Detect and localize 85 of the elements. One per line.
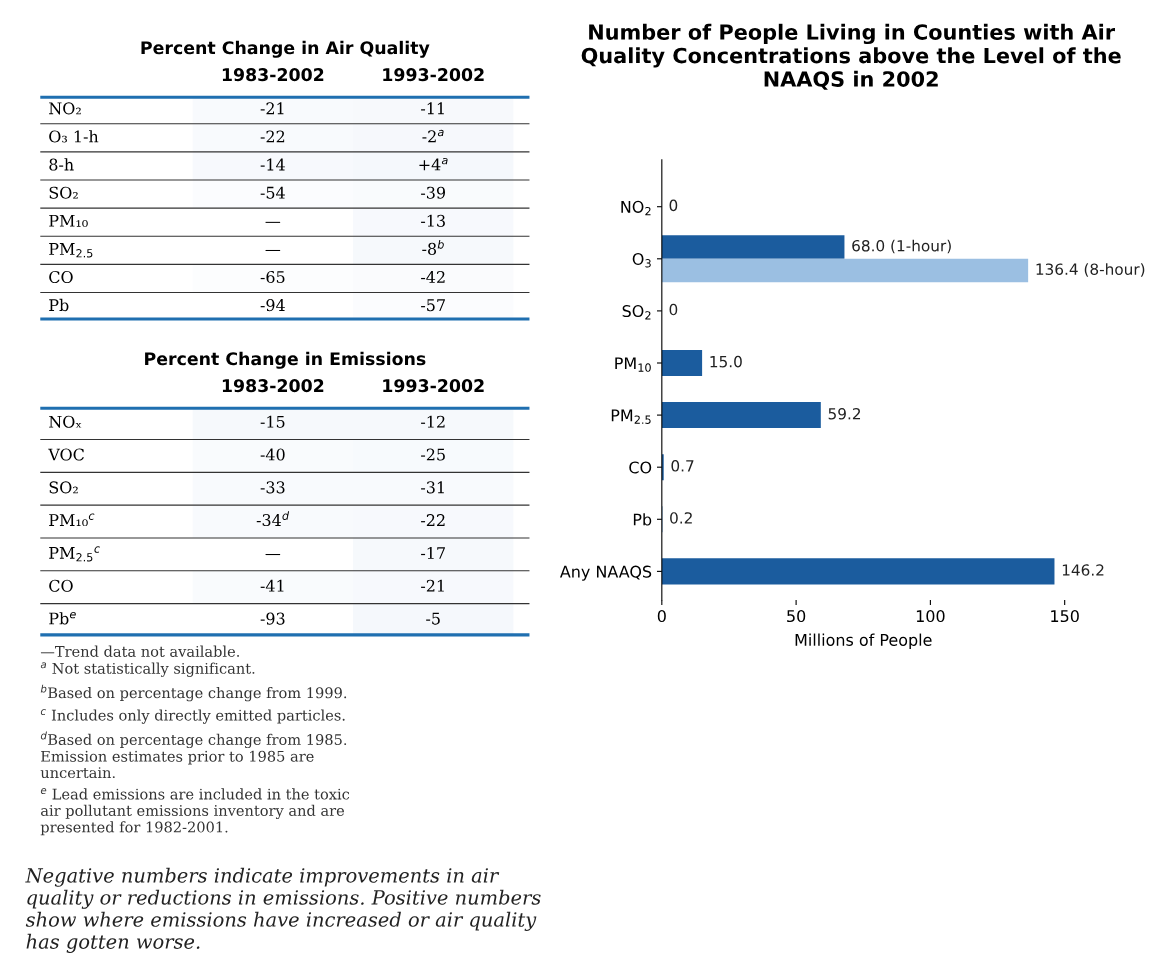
data-label: -94 <box>260 299 285 312</box>
y-tick-label: CO <box>629 461 652 474</box>
text: — <box>265 554 281 556</box>
x-tick-label: 1993-2002 <box>383 379 484 393</box>
text: $^{a}$ Not statistically significant. <box>40 662 255 677</box>
data-label: -39 <box>421 186 446 199</box>
text: —Trend data not available. <box>40 645 239 657</box>
data-label: -14 <box>260 158 285 171</box>
y-tick-label: NO₂ <box>49 102 81 115</box>
data-label: -31 <box>421 481 444 494</box>
data-label: -25 <box>421 448 445 461</box>
data-label: -5 <box>426 612 440 625</box>
x-tick-label: 1993-2002 <box>383 68 484 82</box>
y-tick-label: SO$_{2}$ <box>622 304 651 320</box>
data-label: -21 <box>421 579 444 592</box>
bar <box>661 558 1055 585</box>
data-label: -93 <box>260 612 285 625</box>
data-label: +4$^{a}$ <box>419 157 448 171</box>
data-label: -65 <box>260 270 285 284</box>
data-label: 0 <box>669 303 678 316</box>
y-tick-label: PM₁₀$^{c}$ <box>49 513 95 527</box>
y-tick-label: Pb$^{e}$ <box>49 611 76 625</box>
data-label: 0.2 <box>670 512 692 524</box>
text: Negative numbers indicate improvements in air quality or reductions in emissions. Positive numbers show where emissions have increased or air quality has gotten worse. <box>25 867 541 953</box>
data-label: -22 <box>421 514 445 526</box>
y-tick-label: SO₂ <box>49 186 78 199</box>
data-label: -33 <box>260 481 285 494</box>
data-label: -11 <box>421 102 444 115</box>
x-tick-label: 1983-2002 <box>222 379 324 393</box>
text: $^{d}$Based on percentage change from 1985. Emission estimates prior to 1985 are uncertain. <box>40 731 347 779</box>
text: — <box>265 249 281 251</box>
y-tick-label: Pb <box>633 513 652 526</box>
y-tick-label: O$_{3}$ <box>632 252 651 268</box>
y-tick-label: NO$_{2}$ <box>621 200 651 216</box>
data-label: 136.4 (8-hour) <box>1036 263 1145 277</box>
bar <box>661 258 1029 283</box>
x-tick-label: 100 <box>916 610 945 623</box>
data-label: -22 <box>260 130 285 143</box>
x-axis-title: Millions of People <box>795 633 932 650</box>
data-label: 59.2 <box>828 407 861 420</box>
data-label: -12 <box>421 415 445 428</box>
data-label: -13 <box>421 214 445 227</box>
data-label: -21 <box>260 102 284 115</box>
y-tick-label: PM$_{2.5}$$^{c}$ <box>49 546 100 562</box>
data-label: 0 <box>669 199 678 212</box>
y-tick-label: PM$_{10}$ <box>615 357 651 372</box>
x-tick-label: 1983-2002 <box>222 68 324 82</box>
chart-title: Percent Change in Emissions <box>145 351 426 369</box>
data-label: -8$^{b}$ <box>422 240 444 255</box>
text: $^{e}$ Lead emissions are included in the toxic air pollutant emissions inventory and are presented for 1982-2001. <box>40 788 350 836</box>
y-tick-label: PM$_{2.5}$ <box>49 243 93 258</box>
y-tick-label: PM$_{2.5}$ <box>611 409 651 424</box>
data-label: -15 <box>260 415 285 428</box>
data-label: -41 <box>260 579 284 592</box>
y-tick-label: O₃ 1-h <box>49 130 99 143</box>
data-label: -2$^{a}$ <box>422 129 444 143</box>
x-tick-label: 150 <box>1051 610 1079 623</box>
x-tick-label: 0 <box>657 610 666 623</box>
data-label: 68.0 (1-hour) <box>852 239 951 254</box>
data-label: -57 <box>421 299 445 312</box>
y-tick-label: SO₂ <box>49 481 78 494</box>
y-tick-label: CO <box>49 579 73 592</box>
text: $^{c}$ Includes only directly emitted particles. <box>40 709 345 724</box>
text: $^{b}$Based on percentage change from 1999. <box>40 684 347 702</box>
y-tick-label: Pb <box>49 298 69 312</box>
text: — <box>265 221 281 223</box>
y-tick-label: PM₁₀ <box>49 214 88 227</box>
y-tick-label: 8-h <box>49 158 74 171</box>
y-tick-label: Any NAAQS <box>559 565 652 581</box>
y-tick-label: NOₓ <box>49 415 82 428</box>
data-label: 0.7 <box>671 460 694 472</box>
data-label: 146.2 <box>1062 564 1104 576</box>
chart-title: Number of People Living in Counties with Air Quality Concentrations above the Level of the NAAQS in 2002 <box>581 23 1121 90</box>
bar <box>661 349 703 377</box>
bar <box>661 402 821 429</box>
y-tick-label: CO <box>49 270 73 284</box>
data-label: -17 <box>421 546 445 559</box>
data-label: -40 <box>260 448 285 461</box>
data-label: -34$^{d}$ <box>256 511 290 527</box>
data-label: -42 <box>421 270 445 283</box>
data-label: 15.0 <box>710 355 742 368</box>
chart-title: Percent Change in Air Quality <box>141 40 430 58</box>
data-label: -54 <box>260 186 285 199</box>
x-tick-label: 50 <box>787 610 806 623</box>
y-tick-label: VOC <box>48 448 84 461</box>
